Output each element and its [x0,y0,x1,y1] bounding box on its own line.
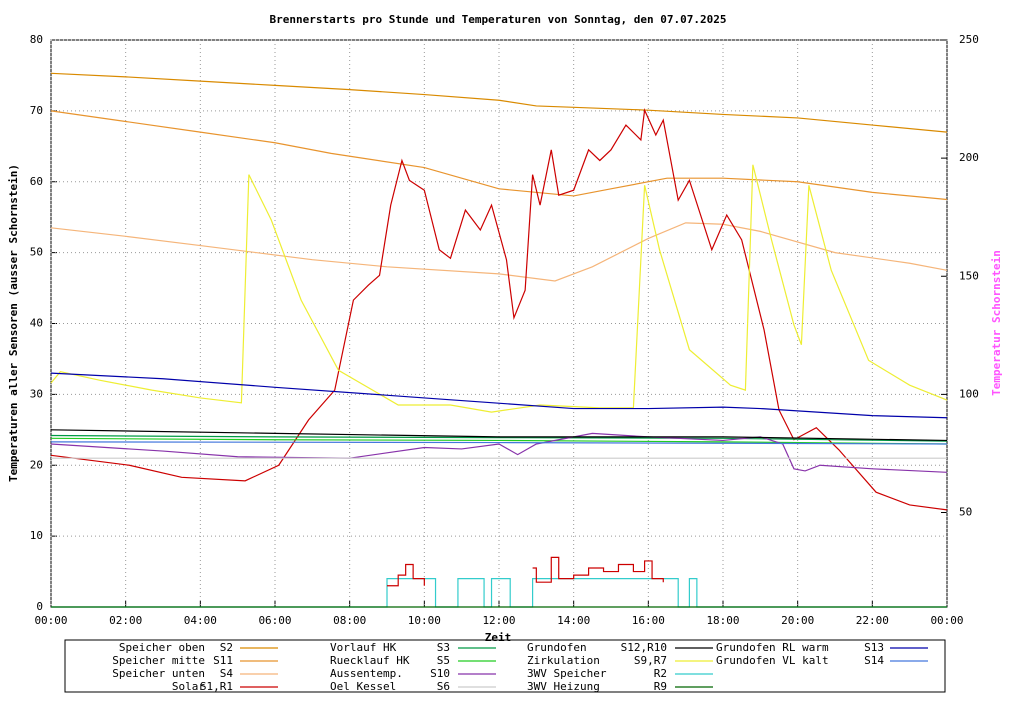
x-tick-label: 02:00 [109,614,142,627]
x-tick-label: 16:00 [632,614,665,627]
series-line [50,72,948,133]
legend-sensor: S1,R1 [200,680,233,693]
y2-tick-label: 150 [959,269,979,282]
y2-axis-label: Temperatur Schornstein [990,250,1003,396]
legend-sensor: S3 [437,641,450,654]
series-line [51,578,947,608]
series-line [50,107,948,511]
legend-sensor: S4 [220,667,234,680]
y2-tick-label: 250 [959,33,979,46]
x-tick-label: 08:00 [333,614,366,627]
legend-label: Speicher oben [119,641,205,654]
legend-sensor: R9 [654,680,667,693]
legend-label: Grundofen VL kalt [716,654,829,667]
series-line [387,556,664,587]
legend-box [64,639,946,693]
legend-sensor: S6 [437,680,450,693]
series-line [50,429,948,442]
y-tick-label: 10 [30,529,43,542]
x-tick-label: 10:00 [408,614,441,627]
legend-sensor: S12,R10 [621,641,667,654]
legend-sensor: S9,R7 [634,654,667,667]
series-line [50,437,948,445]
chart-title: Brennerstarts pro Stunde und Temperature… [270,13,727,26]
y2-tick-label: 200 [959,151,979,164]
legend-sensor: S11 [213,654,233,667]
y-tick-label: 50 [30,246,43,259]
legend-sensor: S14 [864,654,884,667]
x-tick-label: 14:00 [557,614,590,627]
x-tick-label: 22:00 [856,614,889,627]
legend-label: Oel Kessel [330,680,396,693]
y-tick-label: 60 [30,175,43,188]
y2-tick-label: 100 [959,387,979,400]
legend-sensor: R2 [654,667,667,680]
y-tick-label: 70 [30,104,43,117]
legend-label: Solar [172,680,205,693]
y-tick-label: 0 [36,600,43,613]
y-tick-label: 40 [30,317,43,330]
legend-label: 3WV Heizung [527,680,600,693]
x-tick-label: 12:00 [482,614,515,627]
legend-label: Grundofen RL warm [716,641,829,654]
legend-sensor: S13 [864,641,884,654]
legend-label: Speicher unten [112,667,205,680]
series-line [50,434,948,442]
y-axis-label: Temperaturen aller Sensoren (ausser Scho… [7,164,20,482]
y-tick-label: 20 [30,458,43,471]
x-tick-label: 00:00 [930,614,963,627]
legend-label: Ruecklauf HK [330,654,410,667]
legend-sensor: S2 [220,641,233,654]
legend-label: 3WV Speicher [527,667,607,680]
series-line [50,164,948,413]
legend-label: Zirkulation [527,654,600,667]
legend-label: Vorlauf HK [330,641,397,654]
series-line [50,222,948,282]
y2-tick-label: 50 [959,506,972,519]
series-line [50,441,948,445]
legend-sensor: S5 [437,654,450,667]
legend-label: Speicher mitte [112,654,205,667]
x-tick-label: 20:00 [781,614,814,627]
x-tick-label: 18:00 [706,614,739,627]
y-tick-label: 30 [30,387,43,400]
x-axis-label: Zeit [485,631,512,644]
x-tick-label: 06:00 [258,614,291,627]
series-line [50,372,948,419]
y-tick-label: 80 [30,33,43,46]
x-tick-label: 00:00 [34,614,67,627]
legend-sensor: S10 [430,667,450,680]
legend-label: Grundofen [527,641,587,654]
x-tick-label: 04:00 [184,614,217,627]
legend-label: Aussentemp. [330,667,403,680]
